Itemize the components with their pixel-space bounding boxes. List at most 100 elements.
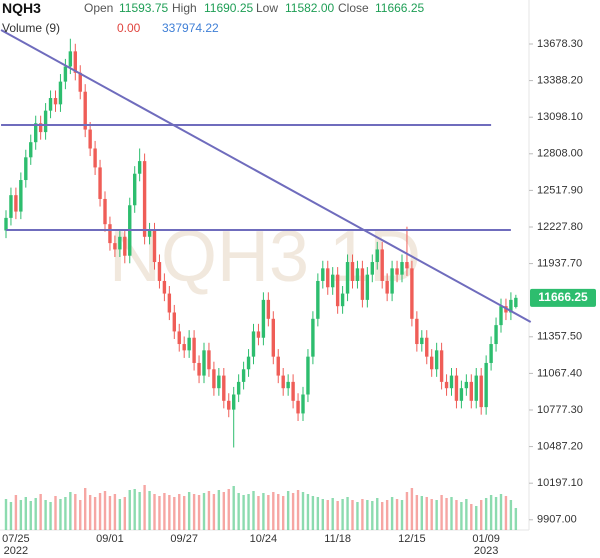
- candle-body: [68, 51, 73, 67]
- volume-bar: [4, 499, 8, 530]
- volume-bar: [133, 489, 136, 530]
- x-tick-label: 11/18: [324, 533, 351, 545]
- candle-body: [212, 369, 216, 389]
- volume-bar: [286, 491, 290, 530]
- volume-bar: [460, 502, 463, 530]
- candle-body: [78, 72, 82, 92]
- candle-body: [474, 375, 478, 401]
- volume-bar: [237, 493, 240, 530]
- volume-bar: [296, 490, 300, 530]
- candle-body: [192, 337, 196, 363]
- candle-body: [494, 325, 498, 345]
- candle-body: [63, 66, 68, 82]
- y-tick-label: 10197.10: [537, 477, 583, 489]
- volume-bar: [400, 500, 404, 530]
- candle-body: [187, 337, 191, 351]
- volume-bar: [14, 495, 18, 530]
- candle-body: [207, 350, 211, 370]
- candle-body: [350, 262, 355, 281]
- volume-bar: [163, 493, 166, 530]
- candle-body: [311, 318, 315, 357]
- candle-body: [296, 400, 300, 414]
- volume-bar: [153, 494, 156, 530]
- candle-body: [301, 394, 305, 414]
- candle-body: [58, 81, 63, 105]
- candle-body: [514, 297, 518, 307]
- candle-body: [48, 98, 53, 111]
- low-value: 11582.00: [285, 1, 335, 15]
- candle-body: [162, 280, 167, 294]
- y-tick-label: 11067.40: [537, 367, 582, 379]
- volume-bar: [202, 493, 206, 530]
- candle-body: [331, 274, 335, 288]
- candle-body: [430, 356, 434, 370]
- candle-body: [425, 337, 429, 357]
- volume-bar: [410, 488, 414, 530]
- y-tick-label: 13678.30: [537, 38, 583, 50]
- candle-body: [405, 262, 409, 269]
- volume-bar: [504, 496, 508, 530]
- volume-bar: [79, 500, 82, 530]
- volume-bar: [19, 500, 23, 530]
- candle-body: [34, 123, 38, 143]
- volume-bar: [34, 498, 37, 530]
- volume-bar: [44, 500, 47, 530]
- volume-label: Volume (9): [2, 21, 61, 35]
- candle-body: [202, 350, 206, 376]
- candle-body: [256, 331, 261, 338]
- candle-body: [251, 331, 256, 357]
- low-label: Low: [256, 1, 279, 15]
- volume-bar: [272, 492, 275, 530]
- candle-body: [276, 356, 280, 376]
- candle-body: [43, 110, 48, 133]
- candle-body: [479, 375, 483, 408]
- candle-body: [360, 268, 365, 300]
- candle-body: [271, 318, 275, 357]
- volume-bar: [247, 494, 250, 530]
- candle-body: [335, 274, 340, 307]
- volume-bar: [376, 498, 379, 530]
- volume-bar: [475, 506, 478, 530]
- volume-bar: [430, 499, 433, 530]
- volume-bar: [64, 497, 67, 530]
- volume-bar: [84, 488, 87, 530]
- candle-body: [197, 362, 201, 376]
- volume-value: 0.00: [117, 21, 141, 35]
- volume-bar: [425, 497, 428, 530]
- volume-bar: [366, 500, 369, 530]
- candle-body: [4, 217, 8, 231]
- volume-bar: [103, 491, 107, 530]
- candle-body: [137, 161, 142, 174]
- volume-bar: [267, 495, 270, 530]
- volume-bar: [138, 492, 141, 530]
- candle-body: [182, 344, 186, 351]
- volume-bar: [74, 494, 77, 530]
- volume-bar: [321, 499, 324, 530]
- y-tick-label: 11937.70: [537, 257, 582, 269]
- candle-body: [261, 299, 266, 338]
- candle-body: [375, 249, 379, 263]
- close-label: Close: [338, 1, 369, 15]
- candle-body: [108, 224, 112, 244]
- volume-bar: [192, 494, 196, 530]
- volume-bar: [148, 491, 151, 530]
- volume-bar: [331, 498, 334, 530]
- volume-bar: [168, 495, 171, 530]
- open-label: Open: [84, 1, 114, 15]
- x-tick-label: 09/01: [96, 533, 124, 545]
- volume-bar: [59, 499, 62, 530]
- candle-body: [434, 350, 439, 370]
- volume-bar: [282, 496, 285, 530]
- candle-body: [459, 388, 464, 401]
- candle-body: [98, 167, 102, 199]
- candle-body: [103, 198, 107, 225]
- volume-bar: [371, 501, 374, 530]
- candle-body: [133, 173, 137, 206]
- candle-body: [380, 249, 384, 281]
- candle-body: [142, 161, 147, 237]
- candle-body: [83, 91, 87, 130]
- candle-body: [123, 236, 127, 256]
- volume-bar: [381, 502, 384, 530]
